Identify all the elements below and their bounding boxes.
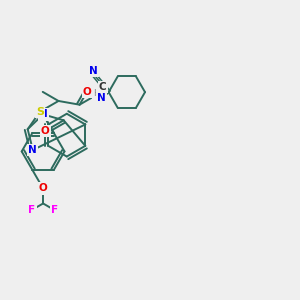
Text: N: N <box>28 145 37 155</box>
Text: N: N <box>97 93 105 103</box>
Text: C: C <box>99 82 106 92</box>
Text: O: O <box>83 87 92 97</box>
Text: S: S <box>36 107 44 117</box>
Text: N: N <box>39 110 47 119</box>
Text: H: H <box>93 89 99 98</box>
Text: O: O <box>41 126 50 136</box>
Text: F: F <box>51 205 58 215</box>
Text: F: F <box>28 205 35 215</box>
Text: O: O <box>39 184 47 194</box>
Text: N: N <box>89 65 98 76</box>
